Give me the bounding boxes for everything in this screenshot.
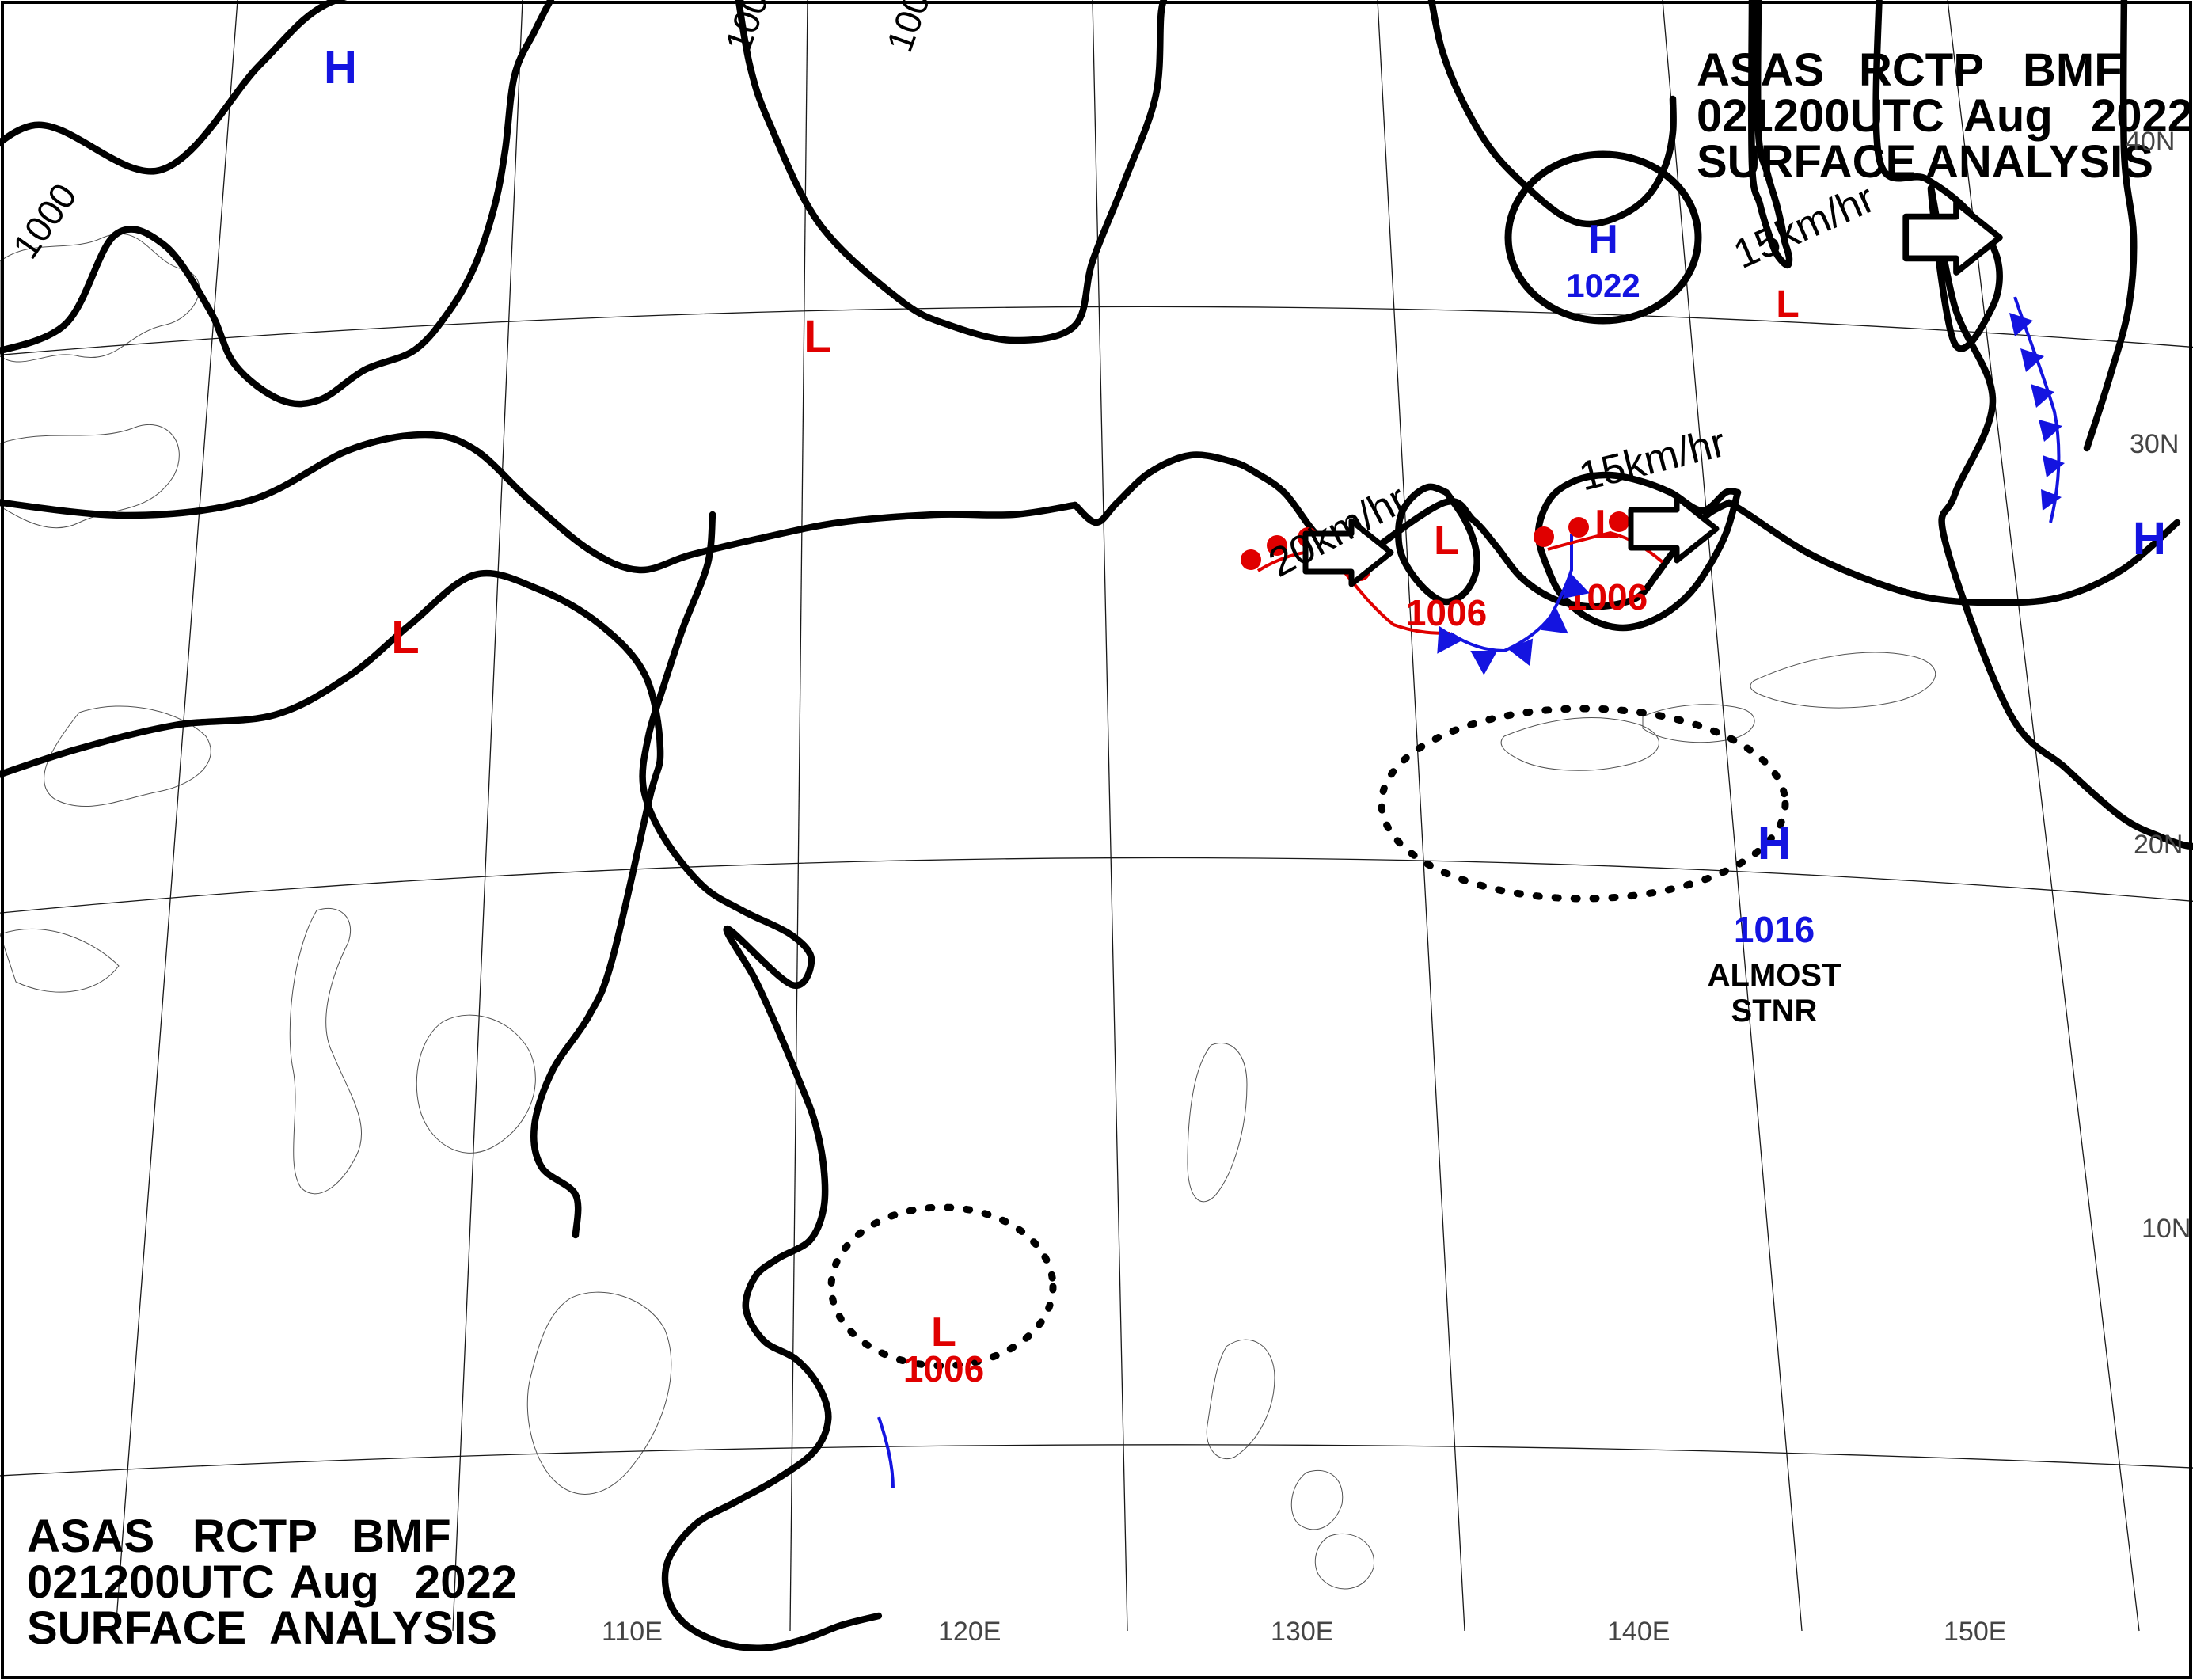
svg-text:SURFACE: SURFACE	[27, 1602, 246, 1654]
svg-text:SURFACE: SURFACE	[1697, 136, 1916, 188]
svg-text:10N: 10N	[2142, 1214, 2191, 1244]
svg-text:L: L	[391, 612, 419, 663]
svg-text:H: H	[1588, 217, 1618, 263]
svg-text:BMF: BMF	[2023, 44, 2123, 96]
svg-text:1006: 1006	[1406, 592, 1487, 633]
svg-text:ASAS: ASAS	[1697, 44, 1824, 96]
svg-text:110E: 110E	[602, 1617, 663, 1647]
svg-text:ANALYSIS: ANALYSIS	[269, 1602, 497, 1654]
svg-text:40N: 40N	[2126, 127, 2175, 157]
svg-text:30N: 30N	[2130, 429, 2179, 459]
svg-text:120E: 120E	[938, 1617, 1001, 1647]
svg-text:1006: 1006	[903, 1348, 984, 1389]
svg-text:ASAS: ASAS	[27, 1511, 154, 1562]
svg-text:2022: 2022	[415, 1556, 517, 1608]
svg-text:Aug: Aug	[290, 1556, 379, 1608]
svg-text:H: H	[1758, 818, 1791, 869]
svg-text:1016: 1016	[1734, 909, 1815, 950]
svg-text:Aug: Aug	[1963, 90, 2053, 142]
svg-text:RCTP: RCTP	[1859, 44, 1984, 96]
svg-text:L: L	[1434, 518, 1459, 564]
svg-text:H: H	[324, 42, 357, 93]
svg-text:ANALYSIS: ANALYSIS	[1925, 136, 2153, 188]
svg-text:L: L	[1776, 283, 1799, 325]
svg-text:RCTP: RCTP	[192, 1511, 317, 1562]
svg-text:L: L	[804, 311, 831, 363]
svg-text:BMF: BMF	[352, 1511, 451, 1562]
svg-text:STNR: STNR	[1731, 994, 1818, 1028]
svg-text:021200UTC: 021200UTC	[1697, 90, 1944, 142]
svg-text:140E: 140E	[1607, 1617, 1670, 1647]
svg-text:1022: 1022	[1566, 267, 1640, 304]
svg-text:H: H	[2133, 513, 2166, 564]
svg-text:20N: 20N	[2134, 830, 2183, 860]
svg-text:ALMOST: ALMOST	[1708, 958, 1841, 993]
svg-text:021200UTC: 021200UTC	[27, 1556, 275, 1608]
svg-text:150E: 150E	[1944, 1617, 2006, 1647]
svg-text:130E: 130E	[1271, 1617, 1333, 1647]
